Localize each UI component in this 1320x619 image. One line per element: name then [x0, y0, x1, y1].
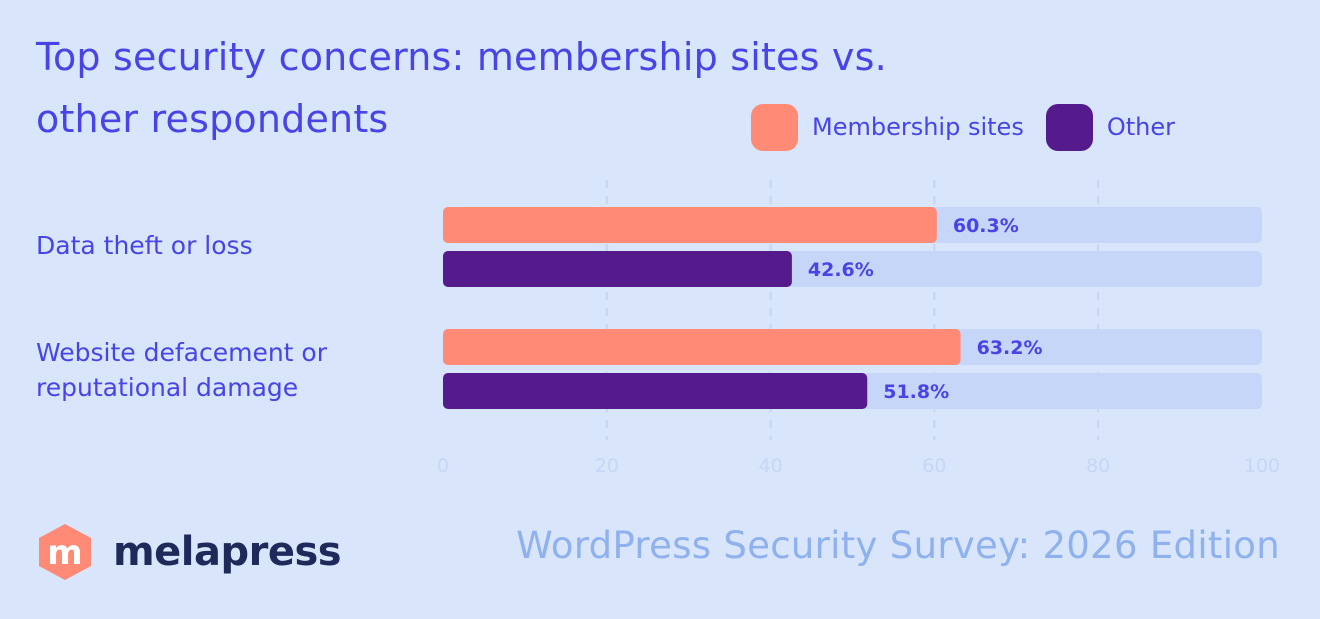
legend-label-other: Other	[1106, 113, 1175, 141]
brand-name: melapress	[113, 529, 342, 575]
legend-item-other: Other	[1045, 103, 1175, 151]
data-label: 60.3%	[953, 215, 1019, 237]
x-tick-label: 40	[759, 455, 783, 477]
bar-membership	[443, 329, 961, 365]
category-label-line: reputational damage	[36, 373, 299, 402]
legend-label-membership: Membership sites	[812, 113, 1024, 141]
legend-swatch-other	[1045, 103, 1093, 151]
category-label-data-theft: Data theft or loss	[36, 228, 426, 263]
melapress-logo-icon: m	[39, 524, 91, 580]
logo-letter: m	[47, 533, 82, 573]
x-tick-label: 80	[1086, 455, 1110, 477]
chart-title: Top security concerns: membership sites …	[36, 26, 996, 150]
x-tick-label: 100	[1244, 455, 1280, 477]
category-label-line: Website defacement or	[36, 338, 328, 367]
bar-other	[443, 373, 868, 409]
category-label-defacement: Website defacement or reputational damag…	[36, 335, 426, 405]
brand-logo: m melapress	[35, 522, 342, 582]
data-label: 42.6%	[808, 259, 874, 281]
legend-item-membership: Membership sites	[751, 103, 1024, 151]
data-label: 63.2%	[977, 337, 1043, 359]
x-tick-label: 60	[922, 455, 946, 477]
x-tick-label: 20	[595, 455, 619, 477]
bar-other	[443, 251, 792, 287]
legend-swatch-membership	[751, 103, 798, 151]
data-label: 51.8%	[883, 381, 949, 403]
chart-title-line-1: Top security concerns: membership sites …	[36, 35, 887, 79]
legend: Membership sites Other	[751, 103, 1197, 151]
category-label-line: Data theft or loss	[36, 231, 253, 260]
chart-title-line-2: other respondents	[36, 97, 389, 141]
survey-caption: WordPress Security Survey: 2026 Edition	[516, 524, 1280, 567]
bar-membership	[443, 207, 937, 243]
x-tick-label: 0	[437, 455, 449, 477]
